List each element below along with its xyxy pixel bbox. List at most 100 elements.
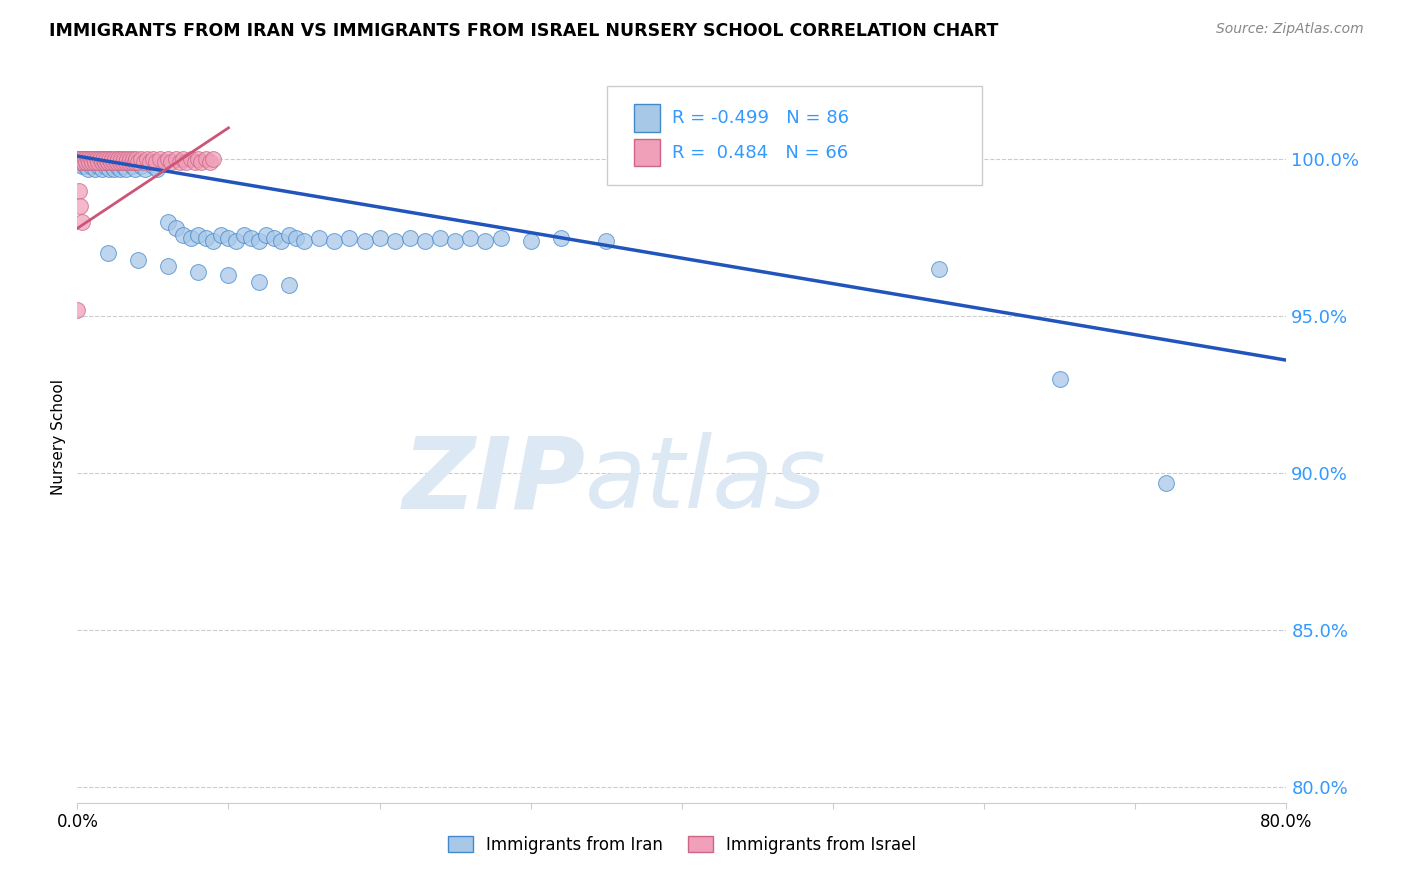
Point [70, 153, 93, 167]
Point [125, 153, 148, 167]
Point [308, 231, 330, 245]
Point [520, 234, 543, 248]
Point [399, 231, 422, 245]
Point [83, 153, 105, 167]
Point [413, 234, 436, 248]
Point [157, 215, 180, 229]
Point [247, 275, 270, 289]
Point [107, 153, 129, 167]
Legend: Immigrants from Iran, Immigrants from Israel: Immigrants from Iran, Immigrants from Is… [441, 829, 922, 860]
Point [202, 153, 225, 167]
Point [595, 234, 617, 248]
Point [91, 153, 114, 167]
Point [263, 231, 285, 245]
Point [89, 155, 111, 169]
Point [174, 155, 197, 169]
Point [101, 153, 124, 167]
Point [77, 161, 100, 176]
Point [184, 155, 207, 169]
Point [93, 159, 115, 173]
Point [96, 153, 118, 167]
Point [202, 234, 225, 248]
Point [114, 161, 136, 176]
Bar [634, 104, 661, 132]
Point [218, 268, 240, 283]
Point [79, 155, 101, 169]
Point [90, 155, 112, 169]
Point [146, 161, 169, 176]
Text: atlas: atlas [585, 433, 827, 530]
Point [111, 159, 134, 173]
Point [69, 153, 91, 167]
Text: ZIP: ZIP [402, 433, 585, 530]
Point [153, 155, 176, 169]
Point [187, 153, 209, 167]
Point [180, 231, 202, 245]
Point [278, 227, 301, 242]
Point [122, 153, 145, 167]
Point [458, 231, 481, 245]
Point [70, 215, 93, 229]
Point [70, 159, 93, 173]
FancyBboxPatch shape [607, 86, 981, 185]
Point [928, 262, 950, 277]
Point [94, 155, 117, 169]
Point [145, 155, 167, 169]
Point [194, 153, 217, 167]
Point [278, 277, 301, 292]
Point [129, 153, 152, 167]
Point [87, 155, 110, 169]
Point [160, 155, 183, 169]
Bar [634, 138, 661, 167]
Point [72, 153, 94, 167]
Point [323, 234, 346, 248]
Point [72, 155, 94, 169]
Point [285, 231, 308, 245]
Point [429, 231, 451, 245]
Point [100, 155, 122, 169]
Point [69, 155, 91, 169]
Point [172, 227, 194, 242]
Point [86, 153, 108, 167]
Point [232, 227, 254, 242]
Point [67, 153, 90, 167]
Point [66, 153, 89, 167]
Point [87, 159, 110, 173]
Point [73, 153, 96, 167]
Point [104, 155, 127, 169]
Point [103, 155, 125, 169]
Point [1049, 372, 1071, 386]
Point [157, 259, 180, 273]
Point [150, 155, 173, 169]
Point [96, 155, 118, 169]
Point [218, 231, 240, 245]
Point [94, 153, 117, 167]
Point [115, 153, 138, 167]
Point [368, 231, 391, 245]
Point [114, 155, 136, 169]
Point [165, 153, 187, 167]
Y-axis label: Nursery School: Nursery School [51, 379, 66, 495]
Point [187, 227, 209, 242]
Text: IMMIGRANTS FROM IRAN VS IMMIGRANTS FROM ISRAEL NURSERY SCHOOL CORRELATION CHART: IMMIGRANTS FROM IRAN VS IMMIGRANTS FROM … [49, 22, 998, 40]
Point [112, 153, 135, 167]
Point [187, 265, 209, 279]
Point [142, 153, 165, 167]
Point [240, 231, 263, 245]
Point [247, 234, 270, 248]
Point [474, 234, 496, 248]
Point [98, 161, 121, 176]
Point [82, 153, 104, 167]
Point [73, 159, 96, 173]
Point [149, 153, 172, 167]
Point [270, 234, 292, 248]
Point [489, 231, 512, 245]
Point [132, 155, 155, 169]
Point [110, 153, 132, 167]
Point [129, 159, 152, 173]
Point [80, 153, 103, 167]
Point [75, 155, 97, 169]
Point [75, 153, 97, 167]
Point [84, 161, 107, 176]
Point [104, 153, 127, 167]
